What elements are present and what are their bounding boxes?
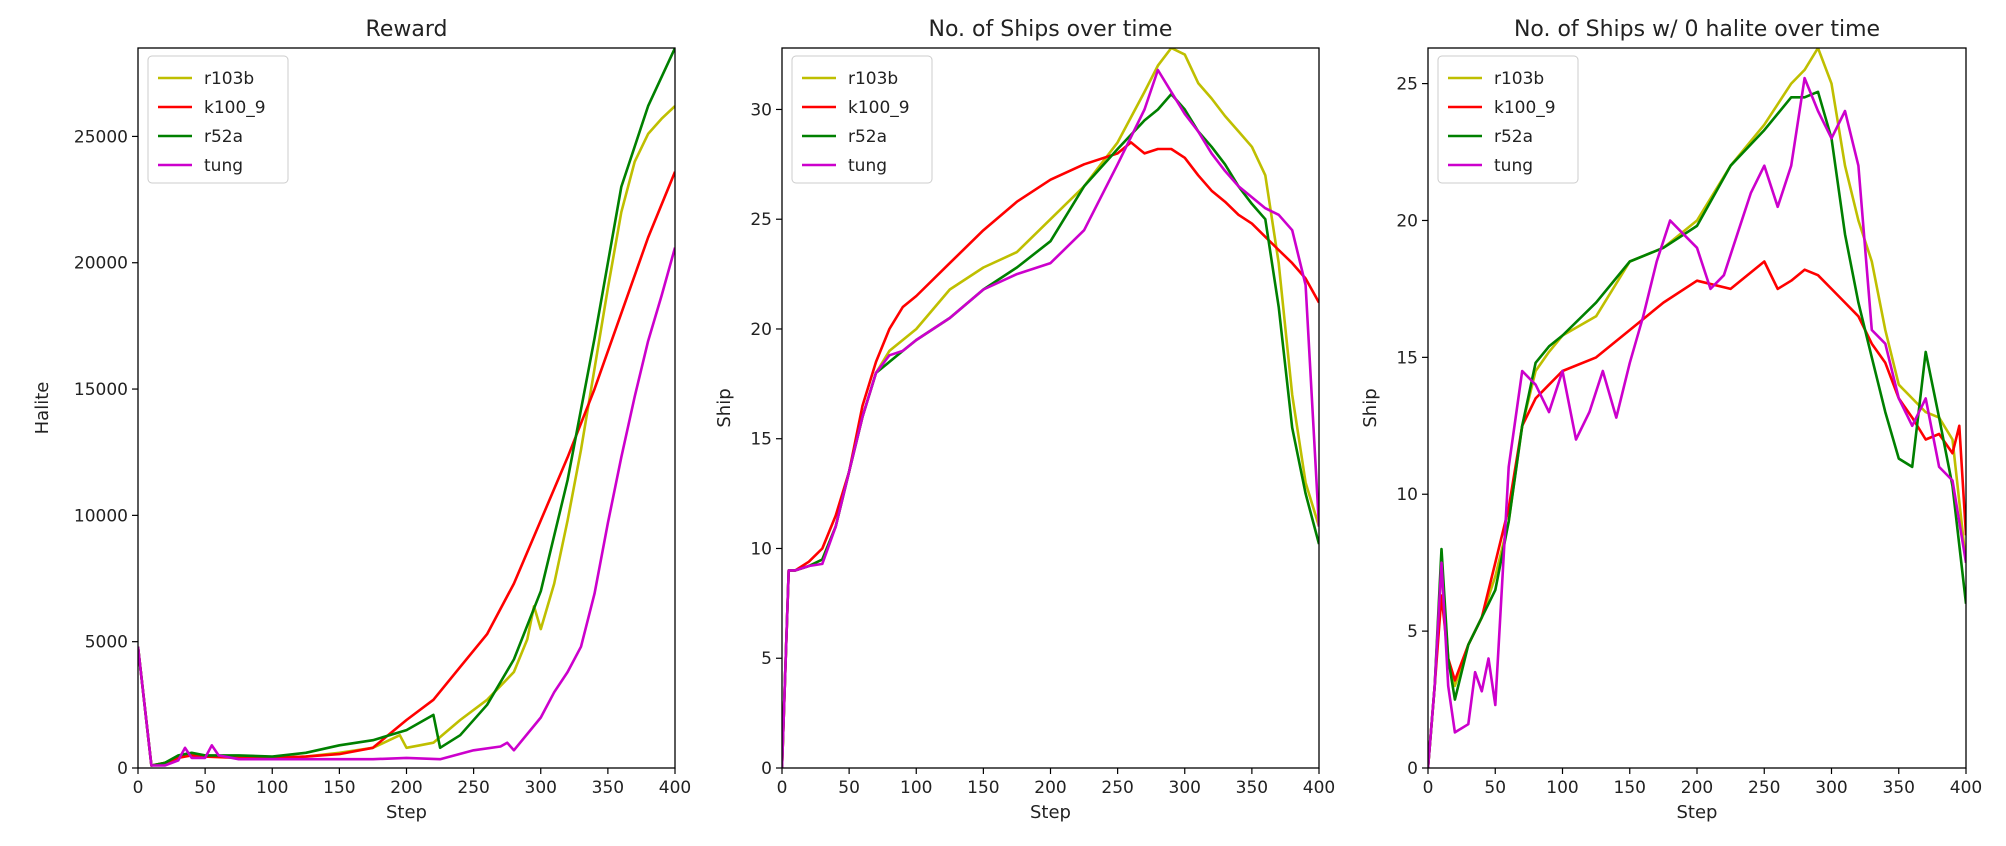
y-tick-label: 10 [750,539,772,559]
x-tick-label: 350 [592,778,624,798]
x-tick-label: 400 [1950,778,1982,798]
x-tick-label: 0 [777,778,788,798]
x-tick-label: 300 [525,778,557,798]
x-tick-label: 350 [1883,778,1915,798]
x-tick-label: 150 [323,778,355,798]
series-line-r52a [138,48,675,767]
y-tick-label: 10000 [74,506,128,526]
y-tick-label: 5 [1407,622,1418,642]
legend-label-k100_9: k100_9 [1494,98,1556,118]
y-tick-label: 30 [750,100,772,120]
series-line-tung [138,247,675,767]
x-tick-label: 100 [1546,778,1578,798]
y-tick-label: 20000 [74,254,128,274]
chart-panel-1: Reward 0 50 100 150 200 250 300 350 400 0 5000 10000… [32,17,691,823]
y-tick-label: 25000 [74,127,128,147]
series-line-r103b [138,105,675,767]
y-tick-label: 0 [117,759,128,779]
y-axis-label: Ship [714,388,735,427]
legend-label-tung: tung [204,156,243,176]
x-tick-label: 0 [1423,778,1434,798]
x-tick-label: 300 [1815,778,1847,798]
x-tick-label: 250 [1101,778,1133,798]
chart-title: Reward [366,17,448,42]
y-tick-label: 10 [1396,485,1418,505]
y-tick-label: 0 [761,759,772,779]
x-axis-label: Step [1030,802,1071,823]
legend-box [791,55,933,184]
x-tick-label: 350 [1236,778,1268,798]
chart-title: No. of Ships w/ 0 halite over time [1514,17,1880,42]
x-tick-label: 50 [194,778,216,798]
x-tick-label: 400 [1303,778,1335,798]
legend-label-tung: tung [848,156,887,176]
series-line-r52a [782,92,1319,768]
y-tick-label: 0 [1407,759,1418,779]
x-tick-label: 200 [1034,778,1066,798]
legend-label-r52a: r52a [1494,127,1533,147]
series-line-tung [782,68,1319,768]
y-axis-label: Ship [1360,388,1381,427]
series-line-k100_9 [138,171,675,767]
x-tick-label: 0 [133,778,144,798]
legend-box [147,55,289,184]
series-line-r52a [1428,90,1966,768]
x-tick-label: 200 [390,778,422,798]
legend-label-tung: tung [1494,156,1533,176]
legend-label-r52a: r52a [204,127,243,147]
y-tick-label: 20 [1396,211,1418,231]
series-line-k100_9 [782,141,1319,768]
y-tick-label: 15 [1396,348,1418,368]
x-tick-label: 100 [256,778,288,798]
y-axis-label: Halite [32,382,53,435]
x-tick-label: 150 [967,778,999,798]
y-tick-label: 25 [750,210,772,230]
legend-label-r103b: r103b [1494,69,1544,89]
x-tick-label: 300 [1169,778,1201,798]
legend-label-r103b: r103b [204,69,254,89]
y-tick-label: 5000 [85,633,128,653]
legend-box [1437,55,1579,184]
x-tick-label: 400 [659,778,691,798]
x-tick-label: 250 [1748,778,1780,798]
x-tick-label: 50 [1484,778,1506,798]
y-tick-label: 20 [750,320,772,340]
y-tick-label: 25 [1396,75,1418,95]
legend-label-k100_9: k100_9 [848,98,910,118]
x-tick-label: 50 [838,778,860,798]
y-tick-label: 15 [750,430,772,450]
legend-label-k100_9: k100_9 [204,98,266,118]
chart-title: No. of Ships over time [929,17,1173,42]
legend-label-r103b: r103b [848,69,898,89]
x-tick-label: 100 [900,778,932,798]
y-tick-label: 15000 [74,380,128,400]
x-tick-label: 150 [1614,778,1646,798]
x-axis-label: Step [386,802,427,823]
x-tick-label: 250 [457,778,489,798]
x-axis-label: Step [1677,802,1718,823]
y-tick-label: 5 [761,649,772,669]
legend-label-r52a: r52a [848,127,887,147]
x-tick-label: 200 [1681,778,1713,798]
series-line-tung [1428,76,1966,768]
